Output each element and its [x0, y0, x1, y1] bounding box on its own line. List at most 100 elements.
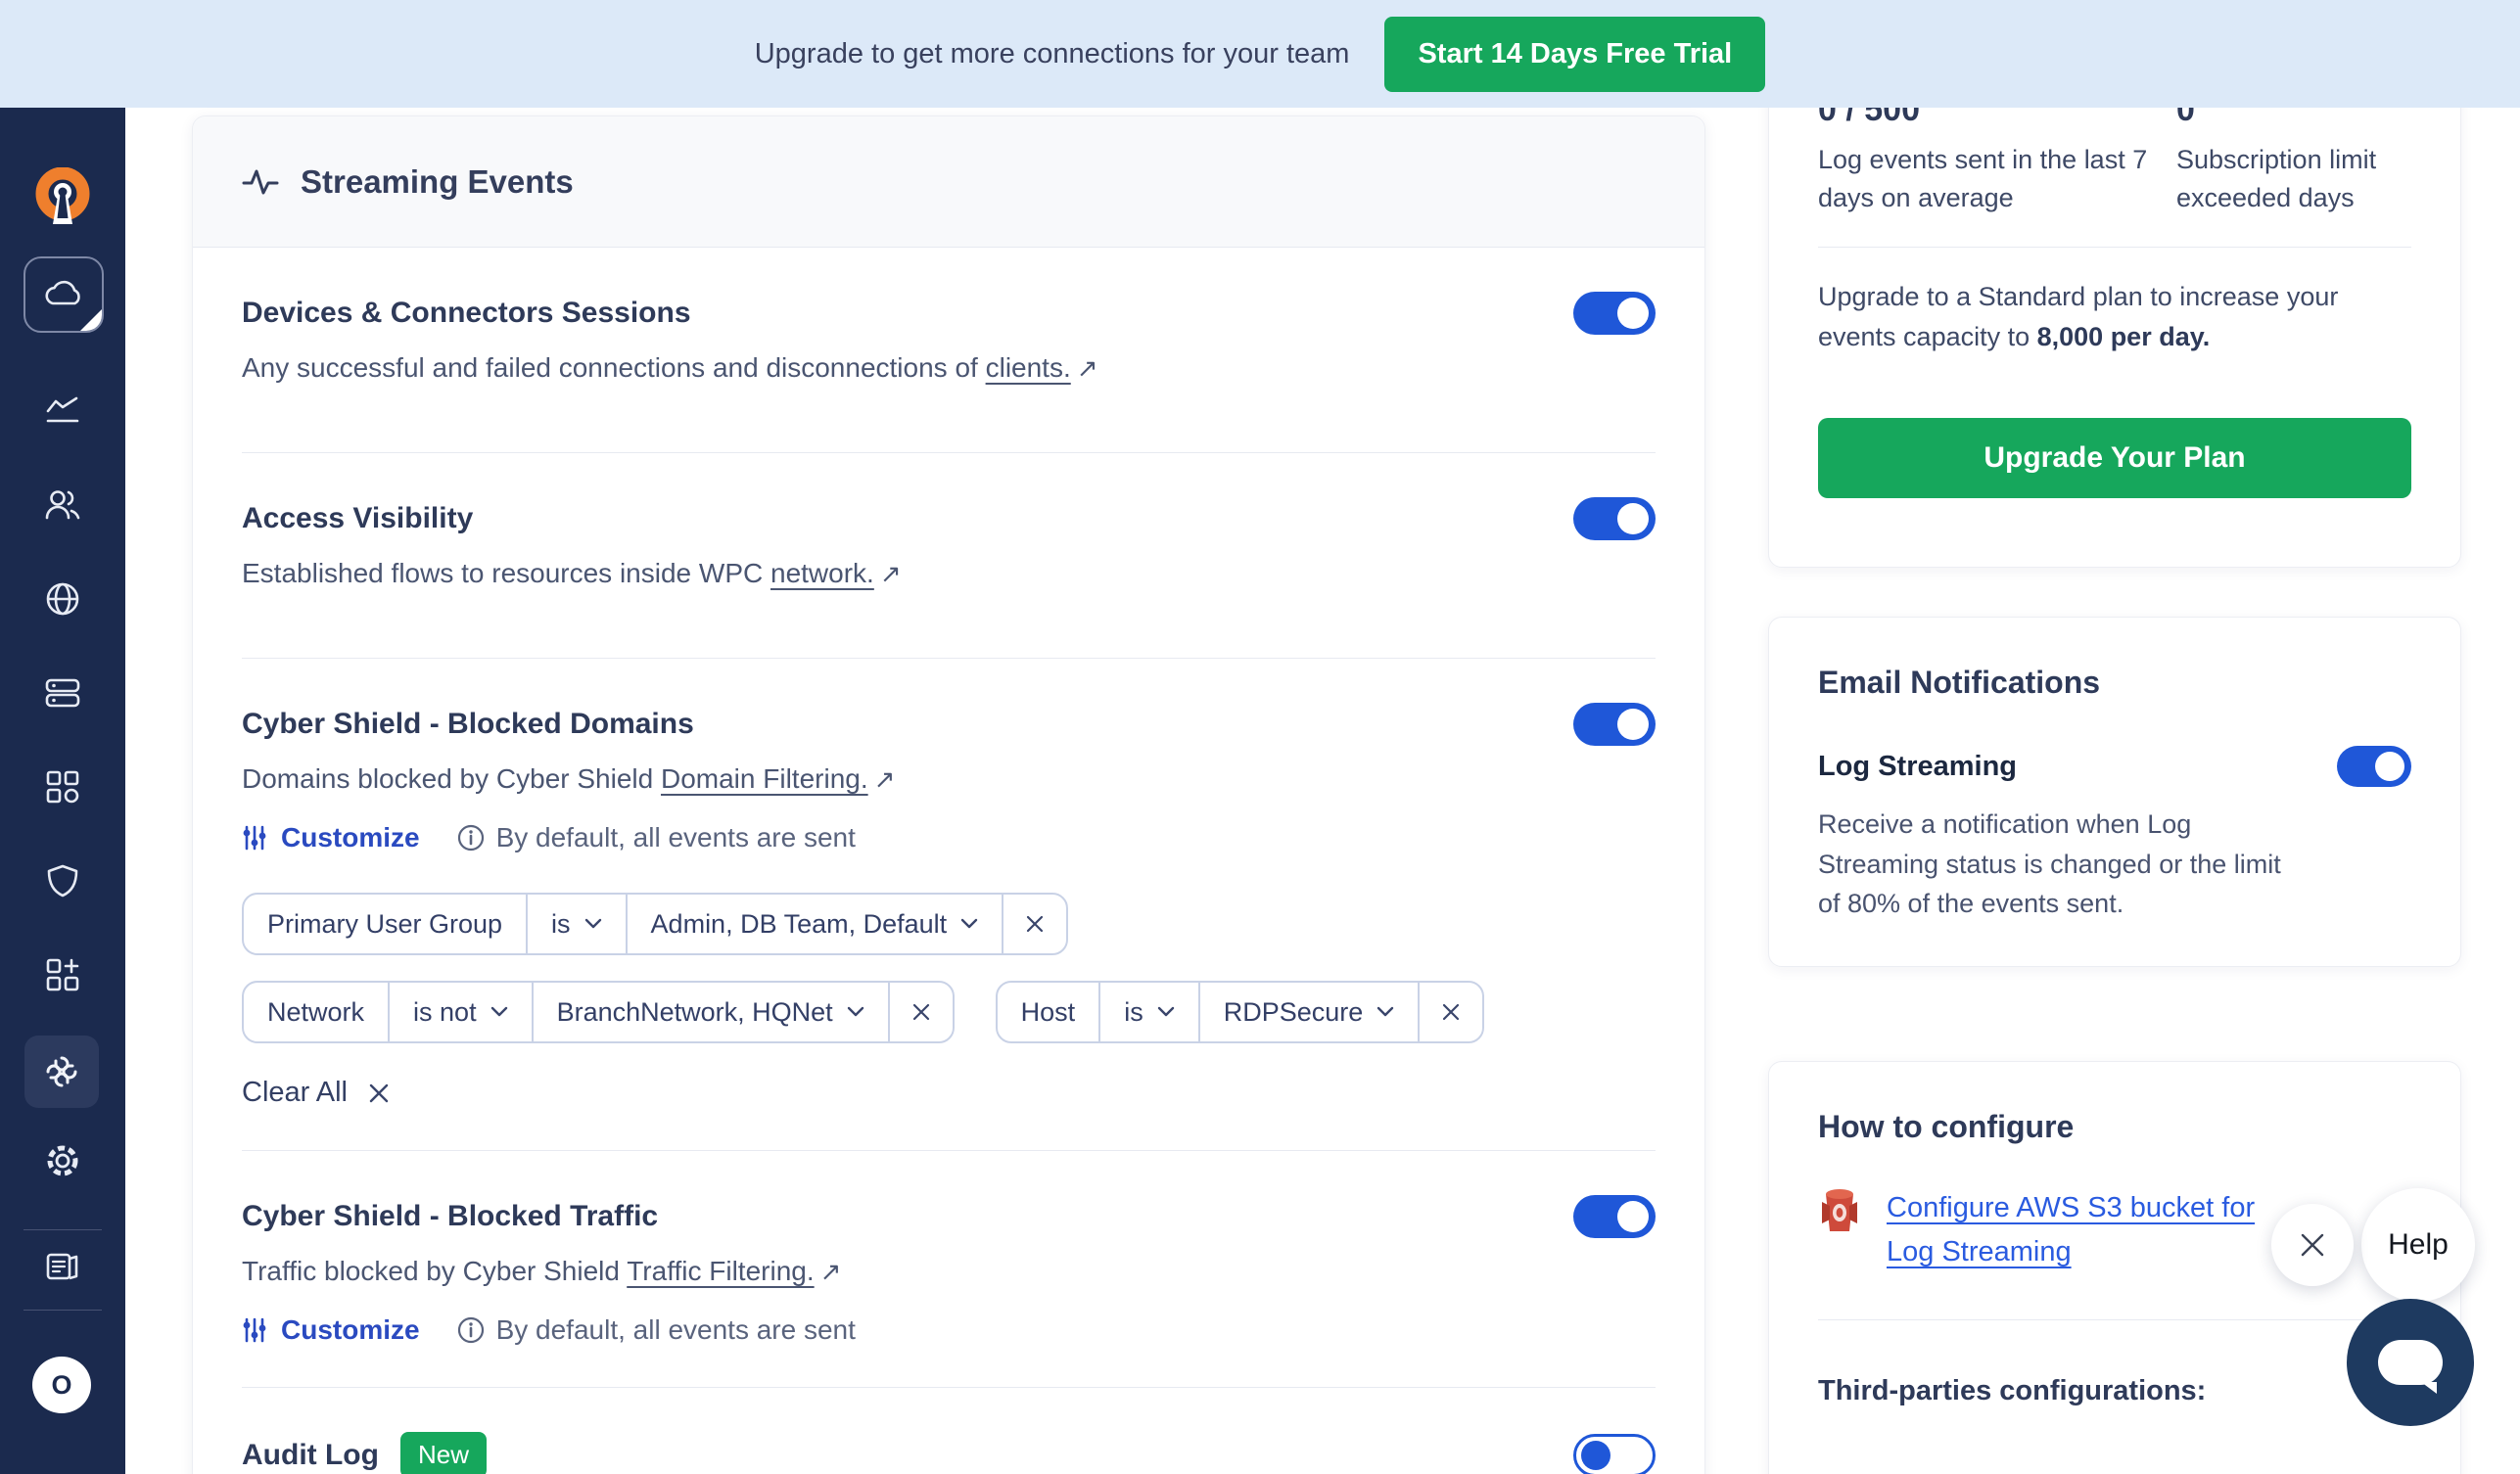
- upgrade-text: Upgrade to a Standard plan to increase y…: [1818, 282, 2339, 351]
- close-icon: [2301, 1233, 2324, 1257]
- upgrade-plan-button[interactable]: Upgrade Your Plan: [1818, 418, 2411, 499]
- blocked-domains-toggle[interactable]: [1573, 703, 1656, 746]
- chevron-down-icon: [1157, 1006, 1174, 1017]
- filter-operator[interactable]: is not: [388, 983, 532, 1041]
- openvpn-logo-icon[interactable]: [0, 164, 125, 229]
- sidebar-item-servers[interactable]: [0, 673, 125, 713]
- filter-values[interactable]: RDPSecure: [1197, 983, 1419, 1041]
- section-title: Cyber Shield - Blocked Traffic: [242, 1200, 659, 1232]
- sidebar-item-log-streaming-active[interactable]: [24, 1036, 99, 1108]
- filter-remove-button[interactable]: [1418, 983, 1482, 1041]
- page-title: Streaming Events: [301, 162, 574, 200]
- close-icon: [912, 1003, 929, 1021]
- chat-widget-button[interactable]: [2347, 1299, 2474, 1426]
- shield-icon: [47, 864, 78, 898]
- help-button[interactable]: Help: [2361, 1188, 2475, 1302]
- pulse-icon: [242, 169, 279, 194]
- how-to-configure-title: How to configure: [1818, 1109, 2075, 1144]
- help-close-button[interactable]: [2271, 1204, 2354, 1286]
- clients-link[interactable]: clients.: [985, 352, 1071, 383]
- user-avatar[interactable]: O: [32, 1357, 91, 1413]
- section-devices-connectors: Devices & Connectors Sessions Any succes…: [242, 248, 1656, 453]
- sidebar-item-members[interactable]: [0, 485, 125, 525]
- aws-s3-icon: [1822, 1189, 1857, 1231]
- section-title: Devices & Connectors Sessions: [242, 297, 691, 329]
- email-notifications-desc: Receive a notification when Log Streamin…: [1818, 809, 2281, 918]
- devices-connectors-toggle[interactable]: [1573, 292, 1656, 335]
- start-trial-button[interactable]: Start 14 Days Free Trial: [1384, 16, 1766, 92]
- divider: [1818, 247, 2411, 249]
- sidebar-item-security[interactable]: [0, 861, 125, 900]
- close-icon: [1027, 915, 1044, 933]
- sidebar-item-settings[interactable]: [0, 1141, 125, 1180]
- grid-icon: [46, 770, 79, 804]
- chevron-down-icon: [490, 1006, 507, 1017]
- streaming-events-header: Streaming Events: [193, 116, 1704, 248]
- sidebar-item-insights[interactable]: [0, 392, 125, 431]
- avatar-initial: O: [51, 1369, 72, 1400]
- section-title: Cyber Shield - Blocked Domains: [242, 708, 694, 740]
- external-link-icon: [1077, 353, 1098, 383]
- section-title: Audit Log: [242, 1438, 379, 1471]
- section-blocked-domains: Cyber Shield - Blocked Domains Domains b…: [242, 659, 1656, 1151]
- usage-card: 0 / 500 Log events sent in the last 7 da…: [1768, 22, 2461, 568]
- sidebar-item-networks[interactable]: [0, 579, 125, 619]
- section-audit-log: Audit Log New Any change in WPC configur…: [242, 1388, 1656, 1474]
- customize-note: By default, all events are sent: [457, 822, 856, 853]
- sidebar-divider: [23, 1229, 102, 1230]
- audit-log-toggle[interactable]: [1573, 1433, 1656, 1474]
- section-description: Traffic blocked by Cyber Shield Traffic …: [242, 1256, 1656, 1287]
- filter-field[interactable]: Network: [267, 996, 365, 1027]
- filter-values[interactable]: Admin, DB Team, Default: [625, 895, 1003, 953]
- domain-filtering-link[interactable]: Domain Filtering.: [660, 763, 868, 794]
- exceeded-stat: 0 Subscription limit exceeded days: [2176, 91, 2411, 217]
- chevron-down-icon: [847, 1006, 863, 1017]
- new-badge: New: [399, 1432, 487, 1474]
- external-link-icon: [880, 559, 902, 588]
- upgrade-banner: Upgrade to get more connections for your…: [0, 0, 2520, 108]
- integrations-icon: [46, 1056, 77, 1087]
- exceeded-label: Subscription limit exceeded days: [2176, 145, 2377, 213]
- filter-remove-button[interactable]: [1002, 895, 1066, 953]
- filter-remove-button[interactable]: [887, 983, 953, 1041]
- filter-field[interactable]: Host: [1020, 996, 1076, 1027]
- customize-note: By default, all events are sent: [457, 1314, 856, 1346]
- filter-values[interactable]: BranchNetwork, HQNet: [531, 983, 888, 1041]
- external-link-icon: [820, 1257, 842, 1286]
- filter-operator[interactable]: is: [1098, 983, 1198, 1041]
- chevron-down-icon: [960, 918, 978, 929]
- customize-button[interactable]: Customize: [242, 822, 420, 853]
- chevron-down-icon: [584, 918, 601, 929]
- traffic-filtering-link[interactable]: Traffic Filtering.: [627, 1256, 815, 1286]
- log-streaming-notification-toggle[interactable]: [2337, 746, 2411, 787]
- cloud-icon: [45, 280, 80, 305]
- filter-operator[interactable]: is: [526, 895, 626, 953]
- gear-icon: [47, 1145, 78, 1176]
- sidebar-item-applications[interactable]: [0, 767, 125, 806]
- filter-field[interactable]: Primary User Group: [267, 908, 503, 939]
- filter-chip: Primary User Group is Admin, DB Team, De…: [242, 893, 1069, 955]
- grid-plus-icon: [46, 958, 79, 991]
- email-notifications-title: Email Notifications: [1818, 665, 2101, 700]
- third-parties-heading: Third-parties configurations:: [1818, 1374, 2207, 1406]
- access-visibility-toggle[interactable]: [1573, 497, 1656, 540]
- workspace-switcher[interactable]: [23, 256, 104, 333]
- network-link[interactable]: network.: [770, 558, 874, 588]
- server-icon: [45, 678, 80, 708]
- sidebar-item-addons[interactable]: [0, 955, 125, 994]
- blocked-traffic-toggle[interactable]: [1573, 1195, 1656, 1238]
- section-blocked-traffic: Cyber Shield - Blocked Traffic Traffic b…: [242, 1151, 1656, 1388]
- customize-button[interactable]: Customize: [242, 1314, 420, 1346]
- news-icon: [46, 1253, 78, 1280]
- configure-s3-link[interactable]: Configure AWS S3 bucket for Log Streamin…: [1887, 1192, 2256, 1267]
- sliders-icon: [243, 1317, 266, 1343]
- how-to-configure-card: How to configure Configure AWS S3 bucket…: [1768, 1061, 2461, 1474]
- chart-icon: [46, 396, 79, 423]
- sidebar-item-news[interactable]: [0, 1247, 125, 1286]
- clear-all-button[interactable]: Clear All: [242, 1077, 1656, 1109]
- globe-icon: [46, 582, 79, 616]
- events-stat: 0 / 500 Log events sent in the last 7 da…: [1818, 91, 2176, 217]
- sidebar-divider-2: [23, 1310, 102, 1311]
- streaming-events-card: Streaming Events Devices & Connectors Se…: [192, 115, 1705, 1474]
